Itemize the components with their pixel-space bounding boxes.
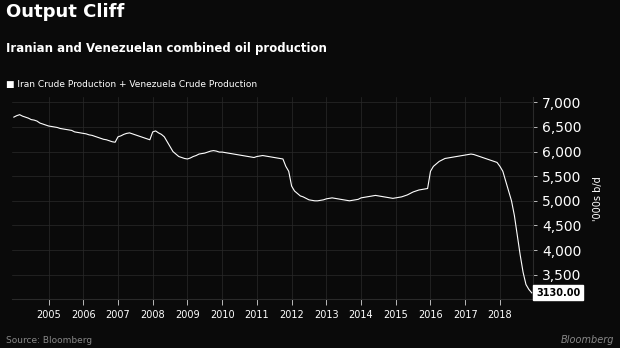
- Text: Source: Bloomberg: Source: Bloomberg: [6, 335, 92, 345]
- Text: Iranian and Venezuelan combined oil production: Iranian and Venezuelan combined oil prod…: [6, 42, 327, 55]
- Text: ■ Iran Crude Production + Venezuela Crude Production: ■ Iran Crude Production + Venezuela Crud…: [6, 80, 257, 89]
- Text: 3130.00: 3130.00: [536, 288, 580, 298]
- Text: Bloomberg: Bloomberg: [560, 334, 614, 345]
- Y-axis label: '000s b/d: '000s b/d: [593, 176, 603, 221]
- Text: Output Cliff: Output Cliff: [6, 3, 125, 22]
